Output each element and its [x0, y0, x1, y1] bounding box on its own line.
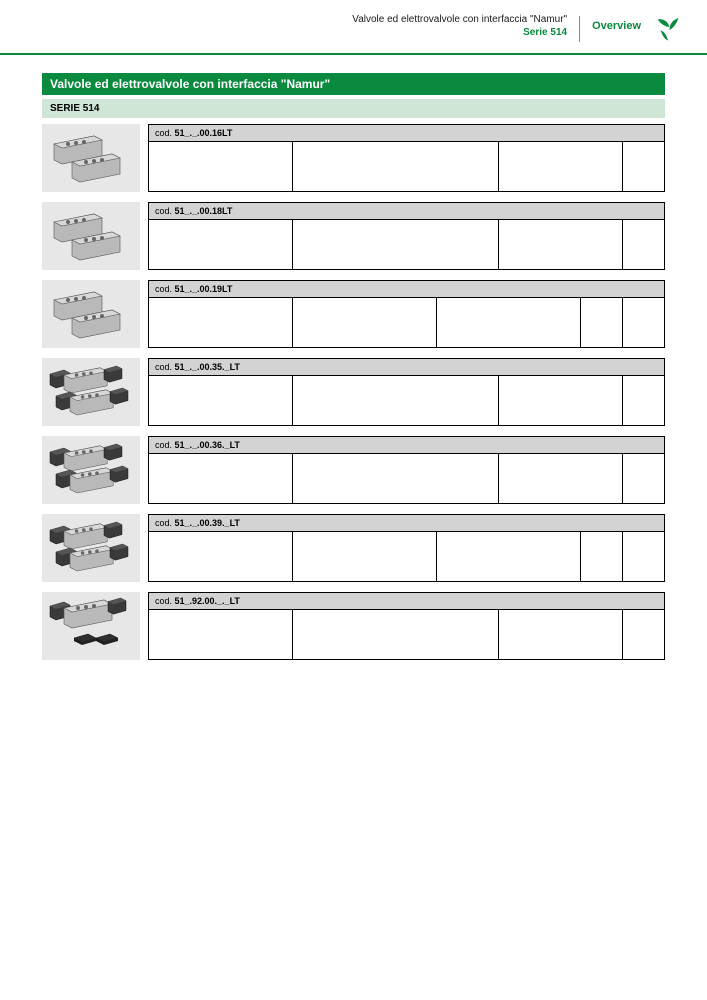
table-cell	[499, 376, 623, 425]
product-code-bar: cod. 51_._.00.16LT	[148, 124, 665, 141]
product-thumbnail	[42, 436, 140, 504]
code-prefix: cod.	[155, 362, 175, 372]
product-data: cod. 51_._.00.16LT	[148, 124, 665, 192]
header-title: Valvole ed elettrovalvole con interfacci…	[352, 14, 567, 27]
table-cell	[499, 142, 623, 191]
product-code-bar: cod. 51_._.00.19LT	[148, 280, 665, 297]
code-prefix: cod.	[155, 518, 175, 528]
product-row: cod. 51_._.00.39._LT	[42, 514, 665, 582]
product-thumbnail	[42, 514, 140, 582]
table-cell	[149, 532, 293, 581]
page-header: Valvole ed elettrovalvole con interfacci…	[0, 0, 707, 53]
title-bar: Valvole ed elettrovalvole con interfacci…	[42, 73, 665, 95]
table-cell	[499, 220, 623, 269]
product-thumbnail	[42, 202, 140, 270]
product-row: cod. 51_._.00.36._LT	[42, 436, 665, 504]
product-code-bar: cod. 51_._.00.18LT	[148, 202, 665, 219]
table-cell	[293, 142, 499, 191]
product-data: cod. 51_._.00.35._LT	[148, 358, 665, 426]
product-table	[148, 219, 665, 270]
table-cell	[149, 298, 293, 347]
table-cell	[623, 610, 664, 659]
table-cell	[623, 376, 664, 425]
table-cell	[149, 142, 293, 191]
product-row: cod. 51_._.00.19LT	[42, 280, 665, 348]
code-prefix: cod.	[155, 128, 175, 138]
table-cell	[293, 610, 499, 659]
product-row: cod. 51_._.00.35._LT	[42, 358, 665, 426]
table-cell	[581, 298, 623, 347]
code-value: 51_._.00.39._LT	[175, 518, 240, 528]
header-text-block: Valvole ed elettrovalvole con interfacci…	[352, 14, 567, 39]
code-prefix: cod.	[155, 284, 175, 294]
product-thumbnail	[42, 280, 140, 348]
code-prefix: cod.	[155, 440, 175, 450]
content-area: Valvole ed elettrovalvole con interfacci…	[0, 55, 707, 710]
product-table	[148, 609, 665, 660]
product-code-bar: cod. 51_._.00.36._LT	[148, 436, 665, 453]
header-overview-label: Overview	[592, 14, 641, 32]
product-thumbnail	[42, 358, 140, 426]
table-cell	[499, 454, 623, 503]
table-cell	[623, 532, 664, 581]
table-cell	[623, 454, 664, 503]
brand-logo-icon	[653, 14, 683, 47]
code-prefix: cod.	[155, 596, 175, 606]
product-table	[148, 141, 665, 192]
product-table	[148, 375, 665, 426]
table-cell	[293, 454, 499, 503]
code-value: 51_._.00.19LT	[175, 284, 233, 294]
code-value: 51_.92.00._._LT	[175, 596, 240, 606]
product-code-bar: cod. 51_.92.00._._LT	[148, 592, 665, 609]
table-cell	[149, 376, 293, 425]
table-cell	[149, 610, 293, 659]
code-value: 51_._.00.18LT	[175, 206, 233, 216]
product-table	[148, 297, 665, 348]
product-table	[148, 453, 665, 504]
product-rows: cod. 51_._.00.16LTcod. 51_._.00.18LTcod.…	[42, 124, 665, 660]
product-data: cod. 51_.92.00._._LT	[148, 592, 665, 660]
serie-bar: SERIE 514	[42, 99, 665, 118]
table-cell	[437, 298, 581, 347]
product-thumbnail	[42, 592, 140, 660]
product-data: cod. 51_._.00.39._LT	[148, 514, 665, 582]
product-data: cod. 51_._.00.36._LT	[148, 436, 665, 504]
product-data: cod. 51_._.00.18LT	[148, 202, 665, 270]
table-cell	[149, 220, 293, 269]
product-row: cod. 51_.92.00._._LT	[42, 592, 665, 660]
header-divider	[579, 16, 580, 42]
product-data: cod. 51_._.00.19LT	[148, 280, 665, 348]
code-value: 51_._.00.36._LT	[175, 440, 240, 450]
table-cell	[293, 298, 437, 347]
product-code-bar: cod. 51_._.00.39._LT	[148, 514, 665, 531]
code-value: 51_._.00.35._LT	[175, 362, 240, 372]
header-subtitle: Serie 514	[352, 27, 567, 40]
product-code-bar: cod. 51_._.00.35._LT	[148, 358, 665, 375]
product-thumbnail	[42, 124, 140, 192]
table-cell	[581, 532, 623, 581]
product-row: cod. 51_._.00.16LT	[42, 124, 665, 192]
table-cell	[623, 142, 664, 191]
code-prefix: cod.	[155, 206, 175, 216]
table-cell	[499, 610, 623, 659]
code-value: 51_._.00.16LT	[175, 128, 233, 138]
table-cell	[293, 532, 437, 581]
table-cell	[623, 298, 664, 347]
table-cell	[437, 532, 581, 581]
table-cell	[149, 454, 293, 503]
product-row: cod. 51_._.00.18LT	[42, 202, 665, 270]
table-cell	[623, 220, 664, 269]
table-cell	[293, 220, 499, 269]
table-cell	[293, 376, 499, 425]
product-table	[148, 531, 665, 582]
